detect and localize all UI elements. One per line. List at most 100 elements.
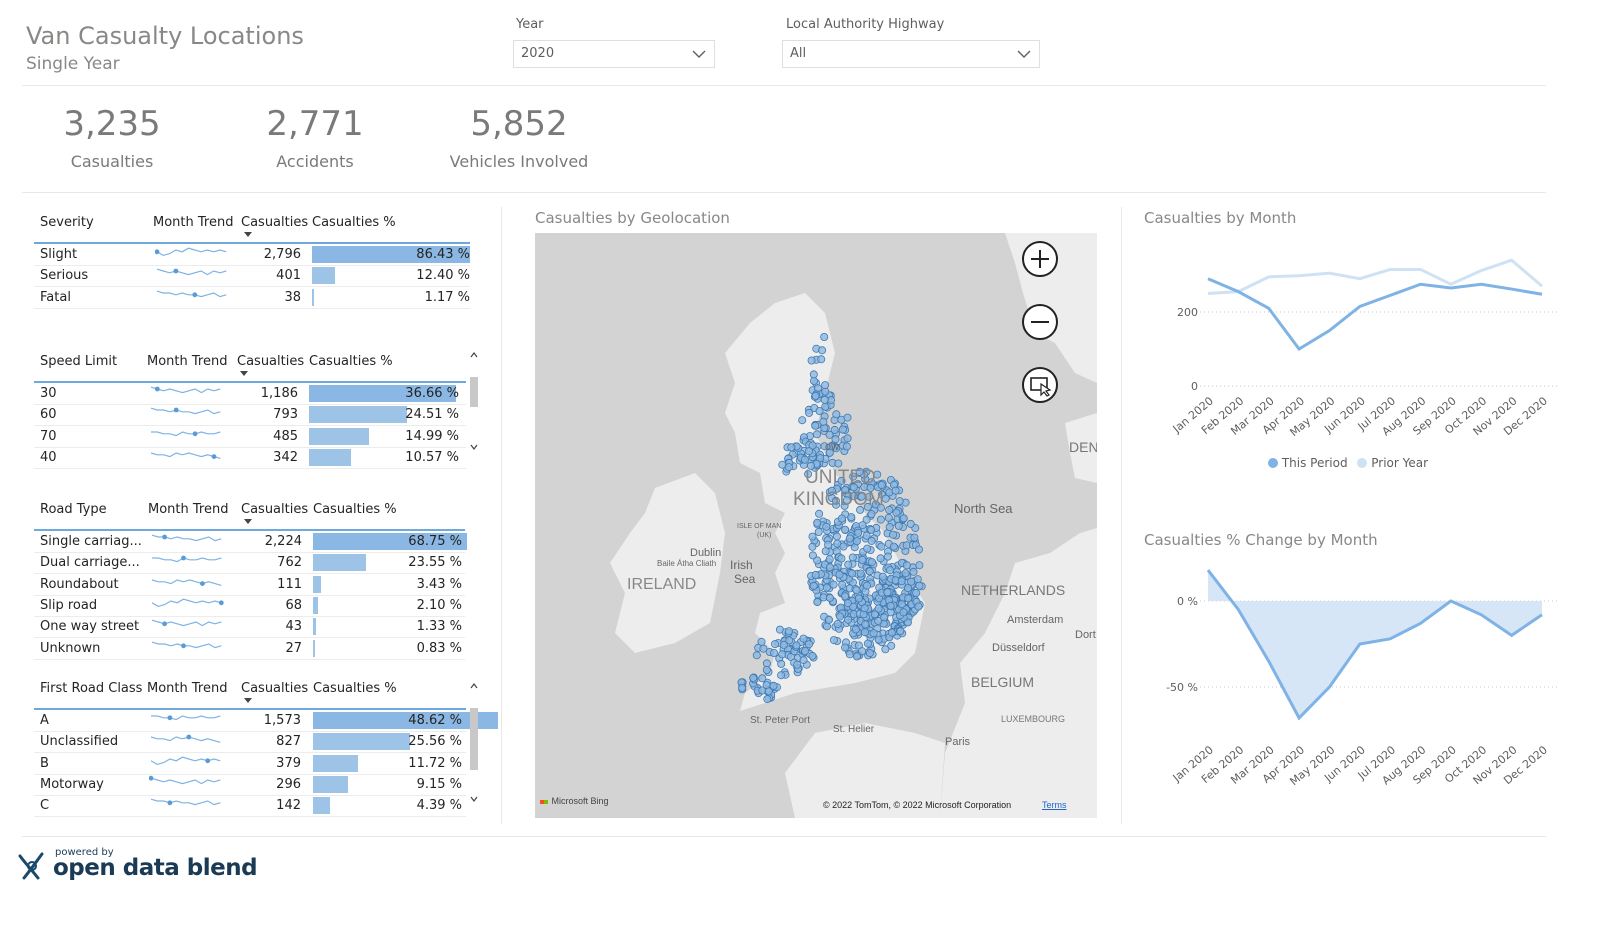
casualty-point[interactable] xyxy=(915,561,924,570)
casualty-point[interactable] xyxy=(878,572,887,581)
scroll-thumb[interactable] xyxy=(470,377,478,407)
casualty-point[interactable] xyxy=(822,622,831,631)
table-row[interactable]: B 379 11.72 % xyxy=(34,753,466,775)
casualty-point[interactable] xyxy=(825,448,834,457)
zoom-in-button[interactable] xyxy=(1022,241,1058,277)
casualty-point[interactable] xyxy=(829,636,838,645)
casualty-point[interactable] xyxy=(885,566,894,575)
table-row[interactable]: Slip road 68 2.10 % xyxy=(34,595,465,617)
casualty-point[interactable] xyxy=(833,619,842,628)
casualty-point[interactable] xyxy=(848,553,857,562)
table-row[interactable]: Serious 401 12.40 % xyxy=(34,265,470,288)
casualty-point[interactable] xyxy=(817,355,826,364)
casualty-point[interactable] xyxy=(831,435,840,444)
casualty-point[interactable] xyxy=(915,581,924,590)
scroll-down-icon[interactable] xyxy=(470,443,478,451)
casualty-point[interactable] xyxy=(838,580,847,589)
casualty-point[interactable] xyxy=(835,570,844,579)
casualty-point[interactable] xyxy=(847,513,856,522)
table-row[interactable]: 40 342 10.57 % xyxy=(34,447,466,469)
casualty-point[interactable] xyxy=(800,455,809,464)
casualty-point[interactable] xyxy=(874,635,883,644)
severity-header-pct[interactable]: Casualties % xyxy=(312,215,396,230)
casualty-point[interactable] xyxy=(852,652,861,661)
year-dropdown[interactable]: 2020 xyxy=(513,40,715,68)
roadclass-header-casualties[interactable]: Casualties xyxy=(241,681,309,696)
casualty-point[interactable] xyxy=(779,640,788,649)
casualty-point[interactable] xyxy=(841,592,850,601)
severity-header-casualties[interactable]: Casualties xyxy=(241,215,309,230)
casualty-point[interactable] xyxy=(832,532,841,541)
casualty-point[interactable] xyxy=(793,660,802,669)
casualty-point[interactable] xyxy=(849,492,858,501)
scroll-up-icon[interactable] xyxy=(470,351,478,359)
table-row[interactable]: A 1,573 48.62 % xyxy=(34,710,498,732)
casualty-point[interactable] xyxy=(841,643,850,652)
casualty-point[interactable] xyxy=(851,625,860,634)
casualty-point[interactable] xyxy=(821,402,830,411)
casualty-point[interactable] xyxy=(909,567,918,576)
casualty-point[interactable] xyxy=(798,416,807,425)
casualty-point[interactable] xyxy=(811,421,820,430)
casualty-point[interactable] xyxy=(852,537,861,546)
casualty-point[interactable] xyxy=(867,558,876,567)
casualty-point[interactable] xyxy=(881,494,890,503)
casualty-point[interactable] xyxy=(804,640,813,649)
speed-header-name[interactable]: Speed Limit xyxy=(40,354,118,369)
casualty-point[interactable] xyxy=(914,545,923,554)
casualty-point[interactable] xyxy=(838,425,847,434)
change-line[interactable] xyxy=(1206,569,1543,721)
casualty-point[interactable] xyxy=(885,505,894,514)
casualty-point[interactable] xyxy=(860,604,869,613)
casualty-point[interactable] xyxy=(829,580,838,589)
casualty-point[interactable] xyxy=(880,613,889,622)
casualty-point[interactable] xyxy=(862,581,871,590)
casualty-point[interactable] xyxy=(856,505,865,514)
casualty-point[interactable] xyxy=(816,454,825,463)
casualty-point[interactable] xyxy=(892,508,901,517)
casualty-point[interactable] xyxy=(904,594,913,603)
casualty-point[interactable] xyxy=(762,665,771,674)
casualty-point[interactable] xyxy=(897,577,906,586)
casualty-point[interactable] xyxy=(866,483,875,492)
casualty-point[interactable] xyxy=(861,620,870,629)
casualty-point[interactable] xyxy=(808,532,817,541)
table-row[interactable]: Roundabout 111 3.43 % xyxy=(34,574,465,596)
casualty-point[interactable] xyxy=(752,651,761,660)
casualty-point[interactable] xyxy=(849,483,858,492)
casualty-point[interactable] xyxy=(842,496,851,505)
casualty-point[interactable] xyxy=(820,333,829,342)
casualty-point[interactable] xyxy=(854,528,863,537)
casualty-point[interactable] xyxy=(870,610,879,619)
casualty-point[interactable] xyxy=(812,430,821,439)
casualty-point[interactable] xyxy=(808,551,817,560)
casualty-point[interactable] xyxy=(778,460,787,469)
casualty-point[interactable] xyxy=(862,515,871,524)
casualty-point[interactable] xyxy=(865,567,874,576)
casualty-point[interactable] xyxy=(913,575,922,584)
casualty-point[interactable] xyxy=(891,486,900,495)
casualty-point[interactable] xyxy=(902,561,911,570)
table-row[interactable]: Unclassified 827 25.56 % xyxy=(34,731,466,754)
casualty-point[interactable] xyxy=(799,634,808,643)
casualty-point[interactable] xyxy=(877,480,886,489)
casualty-point[interactable] xyxy=(869,629,878,638)
casualty-point[interactable] xyxy=(764,687,773,696)
lasso-select-button[interactable] xyxy=(1022,367,1058,403)
casualty-point[interactable] xyxy=(896,627,905,636)
casualty-point[interactable] xyxy=(865,649,874,658)
casualty-point[interactable] xyxy=(907,577,916,586)
casualty-point[interactable] xyxy=(808,441,817,450)
casualty-point[interactable] xyxy=(758,674,767,683)
casualty-point[interactable] xyxy=(784,627,793,636)
casualty-point[interactable] xyxy=(886,601,895,610)
casualty-point[interactable] xyxy=(830,425,839,434)
casualty-point[interactable] xyxy=(867,510,876,519)
severity-header-name[interactable]: Severity xyxy=(40,215,94,230)
prior-year-line[interactable] xyxy=(1207,258,1543,295)
casualty-point[interactable] xyxy=(887,628,896,637)
table-row[interactable]: Slight 2,796 86.43 % xyxy=(34,244,470,266)
casualty-point[interactable] xyxy=(877,542,886,551)
casualty-point[interactable] xyxy=(837,554,846,563)
casualty-point[interactable] xyxy=(814,527,823,536)
